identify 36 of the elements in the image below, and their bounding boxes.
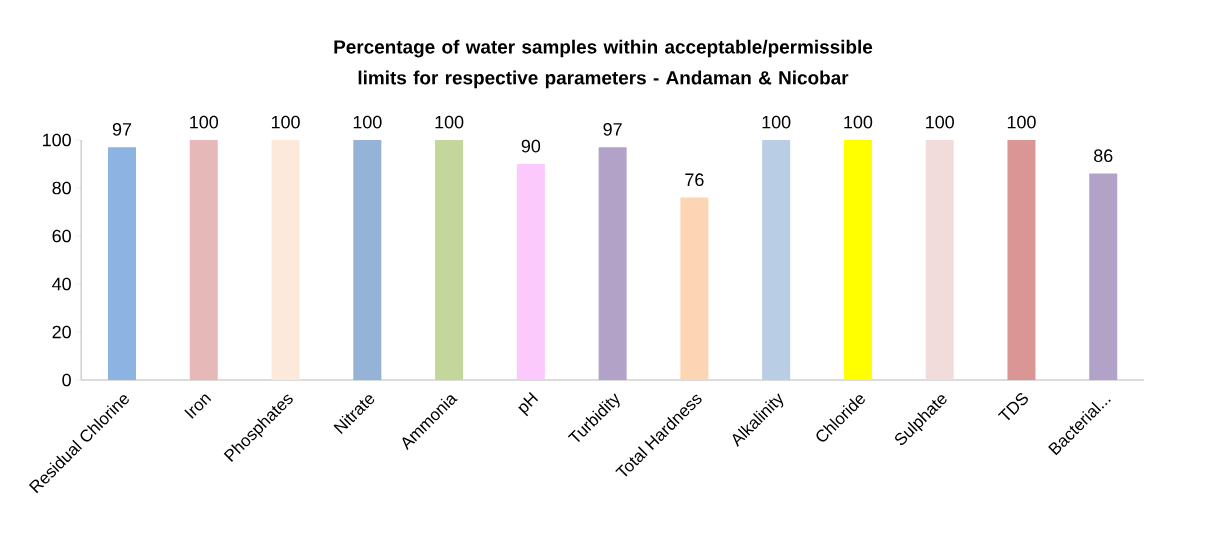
- data-label: 100: [435, 115, 464, 129]
- bar: [189, 139, 218, 380]
- bar: [435, 139, 464, 380]
- x-tick-label: Iron: [184, 394, 212, 419]
- data-label: 100: [844, 115, 873, 129]
- y-tick-label: 0: [62, 373, 71, 387]
- data-label: 100: [1007, 115, 1036, 129]
- y-tick-label: 60: [52, 229, 71, 243]
- bar: [680, 197, 709, 380]
- y-tick-label: 20: [52, 325, 71, 339]
- bar: [108, 147, 137, 380]
- data-label: 97: [603, 122, 622, 136]
- y-tick-label: 40: [52, 277, 71, 291]
- data-label: 86: [1094, 149, 1113, 163]
- bar: [925, 139, 954, 380]
- bar: [353, 139, 382, 380]
- bar: [843, 139, 872, 380]
- data-label: 97: [112, 122, 132, 136]
- bar: [271, 139, 300, 380]
- x-tick-label: TDS: [997, 393, 1028, 421]
- y-tick-label: 80: [52, 181, 71, 195]
- bar: [516, 163, 545, 380]
- bar: [598, 147, 627, 380]
- y-tick-label: 100: [43, 133, 71, 147]
- data-label: 100: [190, 115, 219, 129]
- chart-title: Percentage of water samples within acceptable/permissible limits for respective parameters - Andaman & Nicobar: [334, 39, 873, 89]
- x-tick-label: pH: [518, 391, 539, 417]
- data-label: 100: [762, 115, 791, 129]
- data-label: 76: [685, 173, 704, 187]
- data-label: 100: [271, 115, 300, 129]
- data-label: 100: [926, 115, 954, 129]
- bar: [1007, 139, 1036, 380]
- data-label: 100: [353, 115, 382, 129]
- bar: [1089, 173, 1118, 380]
- data-label: 90: [521, 139, 541, 153]
- bar: [762, 139, 791, 380]
